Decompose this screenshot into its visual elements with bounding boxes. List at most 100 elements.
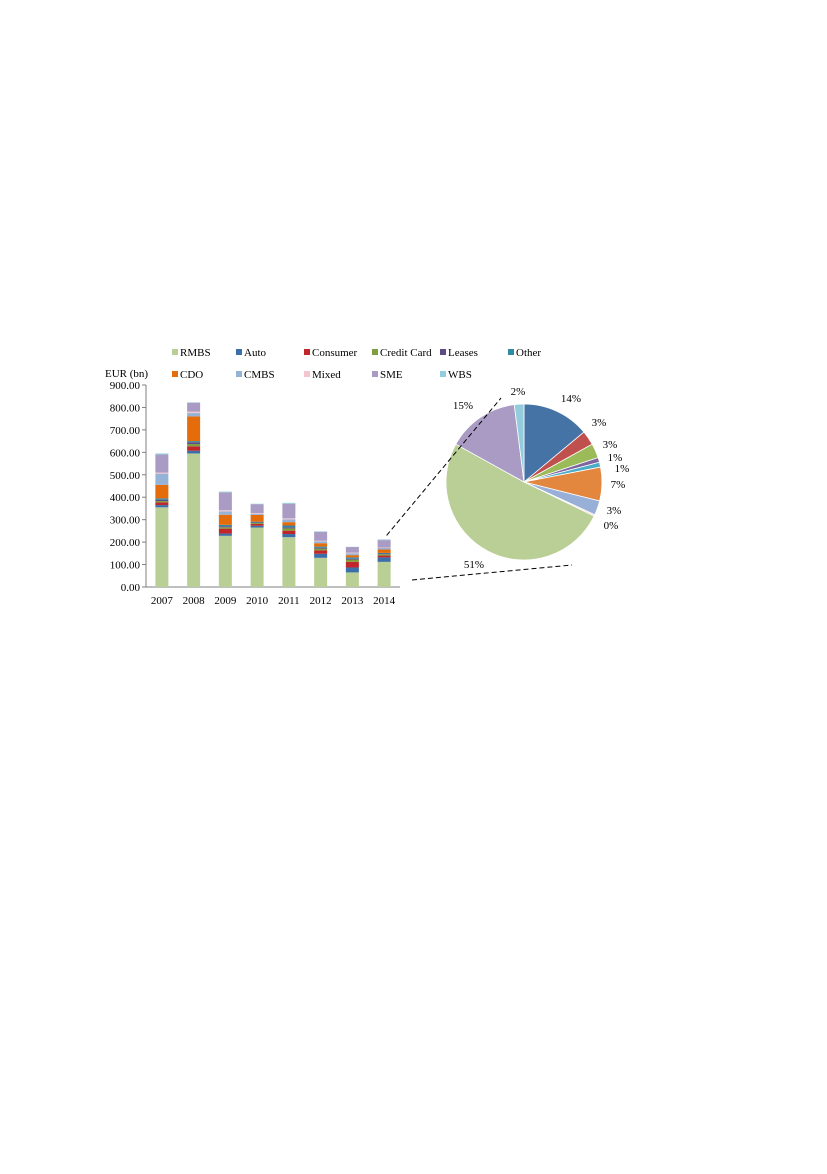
legend-swatch-wbs bbox=[440, 371, 446, 377]
bar-leases-2012 bbox=[314, 548, 327, 549]
legend-label-cdo: CDO bbox=[180, 369, 203, 381]
bar-cmbs-2014 bbox=[378, 548, 391, 550]
bar-credit-card-2010 bbox=[251, 523, 264, 524]
bar-sme-2007 bbox=[155, 455, 168, 473]
pie-label-cdo: 7% bbox=[611, 479, 626, 491]
bar-rmbs-2011 bbox=[282, 537, 295, 587]
bar-mixed-2010 bbox=[251, 513, 264, 514]
legend-label-wbs: WBS bbox=[448, 369, 472, 381]
bar-auto-2008 bbox=[187, 451, 200, 454]
pie-label-cmbs: 3% bbox=[607, 505, 622, 517]
bar-credit-card-2009 bbox=[219, 527, 232, 528]
legend-label-leases: Leases bbox=[448, 347, 478, 359]
legend-swatch-mixed bbox=[304, 371, 310, 377]
bar-leases-2014 bbox=[378, 554, 391, 555]
y-tick-label: 900.00 bbox=[110, 380, 141, 392]
bar-consumer-2011 bbox=[282, 531, 295, 534]
legend-label-auto: Auto bbox=[244, 347, 267, 359]
pie-label-mixed: 0% bbox=[604, 520, 619, 532]
bar-cmbs-2011 bbox=[282, 519, 295, 522]
legend-swatch-rmbs bbox=[172, 349, 178, 355]
legend-swatch-leases bbox=[440, 349, 446, 355]
legend-label-rmbs: RMBS bbox=[180, 347, 211, 359]
bar-sme-2010 bbox=[251, 504, 264, 513]
bar-other-2014 bbox=[378, 553, 391, 554]
bar-auto-2007 bbox=[155, 505, 168, 507]
bar-wbs-2011 bbox=[282, 503, 295, 504]
bar-cmbs-2013 bbox=[346, 553, 359, 555]
pie-label-rmbs: 51% bbox=[464, 559, 484, 571]
bar-wbs-2007 bbox=[155, 453, 168, 454]
legend-swatch-consumer bbox=[304, 349, 310, 355]
y-tick-label: 300.00 bbox=[110, 515, 141, 527]
legend-label-sme: SME bbox=[380, 369, 403, 381]
y-tick-label: 100.00 bbox=[110, 560, 141, 572]
bar-mixed-2009 bbox=[219, 510, 232, 511]
bar-consumer-2008 bbox=[187, 446, 200, 450]
pie-label-wbs: 2% bbox=[511, 386, 526, 398]
bar-consumer-2010 bbox=[251, 524, 264, 526]
bar-sme-2012 bbox=[314, 532, 327, 541]
bar-mixed-2011 bbox=[282, 518, 295, 519]
pie-chart: 14%3%3%1%1%7%3%0%51%15%2% bbox=[446, 386, 629, 571]
bar-rmbs-2007 bbox=[155, 507, 168, 587]
legend-swatch-cmbs bbox=[236, 371, 242, 377]
bar-sme-2008 bbox=[187, 403, 200, 412]
bar-leases-2011 bbox=[282, 527, 295, 528]
connector-line-bottom bbox=[412, 565, 572, 580]
bar-leases-2010 bbox=[251, 522, 264, 523]
bar-mixed-2013 bbox=[346, 553, 359, 554]
bar-auto-2013 bbox=[346, 567, 359, 572]
bar-cdo-2007 bbox=[155, 485, 168, 498]
bar-cdo-2014 bbox=[378, 550, 391, 553]
y-tick-label: 600.00 bbox=[110, 447, 141, 459]
bar-auto-2012 bbox=[314, 554, 327, 558]
bar-other-2013 bbox=[346, 557, 359, 558]
legend-swatch-cdo bbox=[172, 371, 178, 377]
x-tick-label: 2012 bbox=[310, 595, 332, 607]
bar-other-2012 bbox=[314, 547, 327, 548]
bar-wbs-2014 bbox=[378, 539, 391, 540]
bar-cmbs-2012 bbox=[314, 541, 327, 543]
legend-label-consumer: Consumer bbox=[312, 347, 358, 359]
pie-label-other: 1% bbox=[615, 463, 630, 475]
pie-label-credit-card: 3% bbox=[603, 439, 618, 451]
bar-leases-2008 bbox=[187, 442, 200, 444]
bar-auto-2014 bbox=[378, 557, 391, 561]
legend-swatch-sme bbox=[372, 371, 378, 377]
bar-sme-2013 bbox=[346, 547, 359, 553]
bar-consumer-2012 bbox=[314, 550, 327, 553]
bar-consumer-2009 bbox=[219, 529, 232, 534]
bar-leases-2013 bbox=[346, 559, 359, 560]
bar-credit-card-2011 bbox=[282, 528, 295, 530]
bar-credit-card-2007 bbox=[155, 501, 168, 502]
y-tick-label: 200.00 bbox=[110, 537, 141, 549]
legend-label-credit-card: Credit Card bbox=[380, 347, 432, 359]
legend-label-mixed: Mixed bbox=[312, 369, 341, 381]
bar-auto-2009 bbox=[219, 534, 232, 536]
bar-other-2011 bbox=[282, 526, 295, 528]
x-tick-label: 2011 bbox=[278, 595, 300, 607]
y-tick-label: 500.00 bbox=[110, 470, 141, 482]
bar-credit-card-2008 bbox=[187, 444, 200, 446]
bar-rmbs-2010 bbox=[251, 528, 264, 587]
bar-cmbs-2009 bbox=[219, 511, 232, 514]
bar-wbs-2009 bbox=[219, 492, 232, 493]
bar-auto-2011 bbox=[282, 534, 295, 537]
bar-mixed-2007 bbox=[155, 473, 168, 474]
y-tick-label: 0.00 bbox=[121, 582, 141, 594]
bar-consumer-2013 bbox=[346, 562, 359, 568]
bar-rmbs-2014 bbox=[378, 562, 391, 587]
bar-credit-card-2014 bbox=[378, 554, 391, 555]
bar-sme-2011 bbox=[282, 504, 295, 519]
bar-mixed-2008 bbox=[187, 412, 200, 413]
bar-sme-2009 bbox=[219, 492, 232, 510]
bar-auto-2010 bbox=[251, 526, 264, 528]
x-tick-label: 2007 bbox=[151, 595, 174, 607]
bar-cdo-2013 bbox=[346, 555, 359, 557]
bar-rmbs-2013 bbox=[346, 572, 359, 587]
bar-cmbs-2010 bbox=[251, 514, 264, 515]
